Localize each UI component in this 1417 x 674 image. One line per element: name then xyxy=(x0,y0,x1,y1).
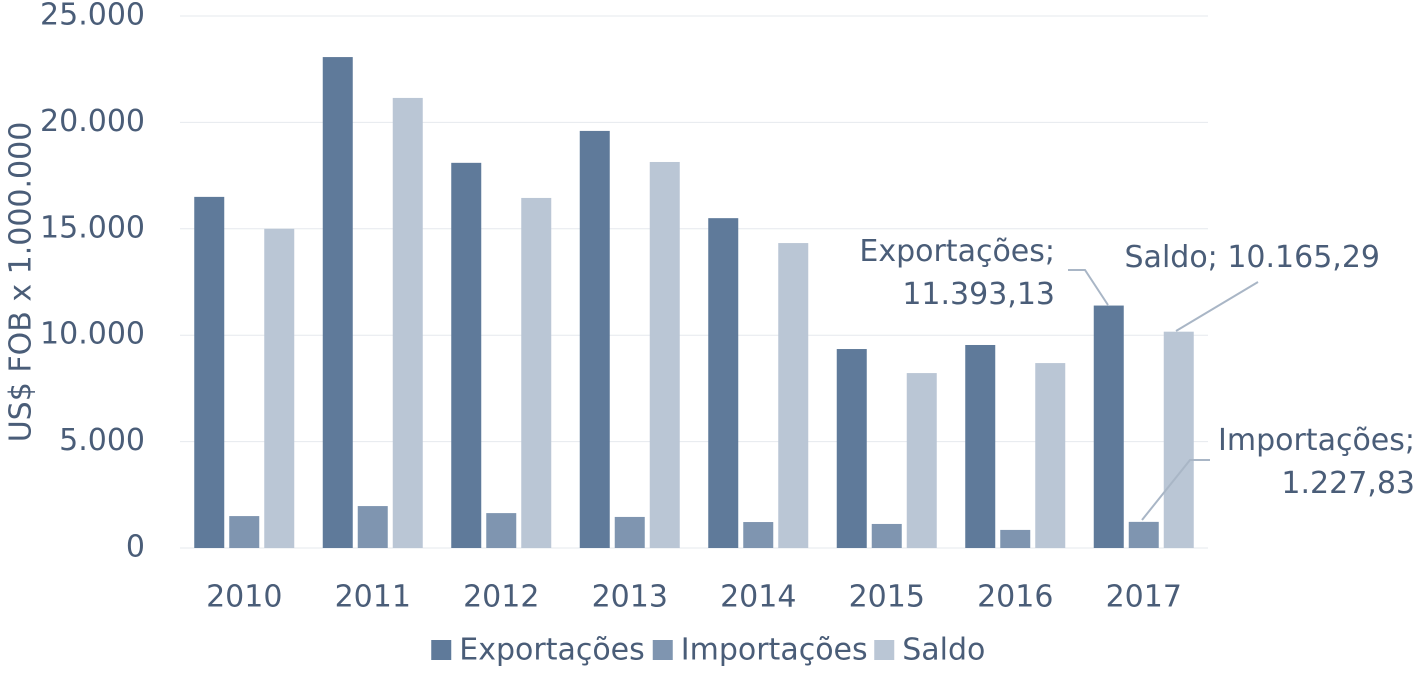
x-tick-label: 2015 xyxy=(849,580,925,615)
legend-label: Saldo xyxy=(902,633,985,668)
legend-label: Exportações xyxy=(459,633,645,668)
x-tick-label: 2017 xyxy=(1106,580,1182,615)
y-tick-label: 15.000 xyxy=(40,210,145,245)
bar xyxy=(1000,529,1031,548)
bar xyxy=(451,162,482,548)
y-axis-title: US$ FOB x 1.000.000 xyxy=(4,122,39,443)
bar xyxy=(649,161,680,548)
bar xyxy=(579,130,610,549)
y-tick-label: 20.000 xyxy=(40,104,145,139)
bar xyxy=(264,228,295,549)
x-tick-label: 2012 xyxy=(463,580,539,615)
bar xyxy=(1128,521,1159,548)
x-tick-label: 2013 xyxy=(592,580,668,615)
bar xyxy=(521,197,552,548)
data-label: Importações; 1.227,83 xyxy=(1218,423,1415,501)
bar xyxy=(322,57,353,548)
x-tick-label: 2014 xyxy=(720,580,796,615)
y-tick-label: 0 xyxy=(126,530,145,565)
bar xyxy=(229,516,260,548)
legend-label: Importações xyxy=(681,633,868,668)
y-tick-label: 10.000 xyxy=(40,317,145,352)
bar xyxy=(906,373,937,548)
data-label: Saldo; 10.165,29 xyxy=(1125,240,1380,275)
bar xyxy=(743,522,774,548)
x-tick-label: 2010 xyxy=(206,580,282,615)
bar xyxy=(708,218,739,548)
bar xyxy=(965,344,996,548)
bar xyxy=(778,243,809,548)
legend-swatch xyxy=(652,640,673,660)
bar xyxy=(357,506,388,548)
x-tick-label: 2016 xyxy=(977,580,1053,615)
bar xyxy=(614,516,645,548)
bar xyxy=(486,513,517,548)
x-tick-label: 2011 xyxy=(335,580,411,615)
bar xyxy=(1163,331,1194,548)
y-tick-label: 25.000 xyxy=(40,0,145,33)
bar xyxy=(194,196,225,548)
leader-line xyxy=(1068,269,1109,306)
bar xyxy=(392,97,423,548)
data-label: Exportações; 11.393,13 xyxy=(859,234,1055,312)
legend-swatch xyxy=(431,640,452,660)
bar xyxy=(836,349,867,548)
leader-line xyxy=(1175,281,1259,332)
bar xyxy=(1035,363,1066,548)
leader-line xyxy=(1141,459,1210,521)
bar xyxy=(1093,305,1124,548)
legend-swatch xyxy=(874,640,895,660)
bar xyxy=(871,523,902,548)
y-tick-label: 5.000 xyxy=(59,423,145,458)
